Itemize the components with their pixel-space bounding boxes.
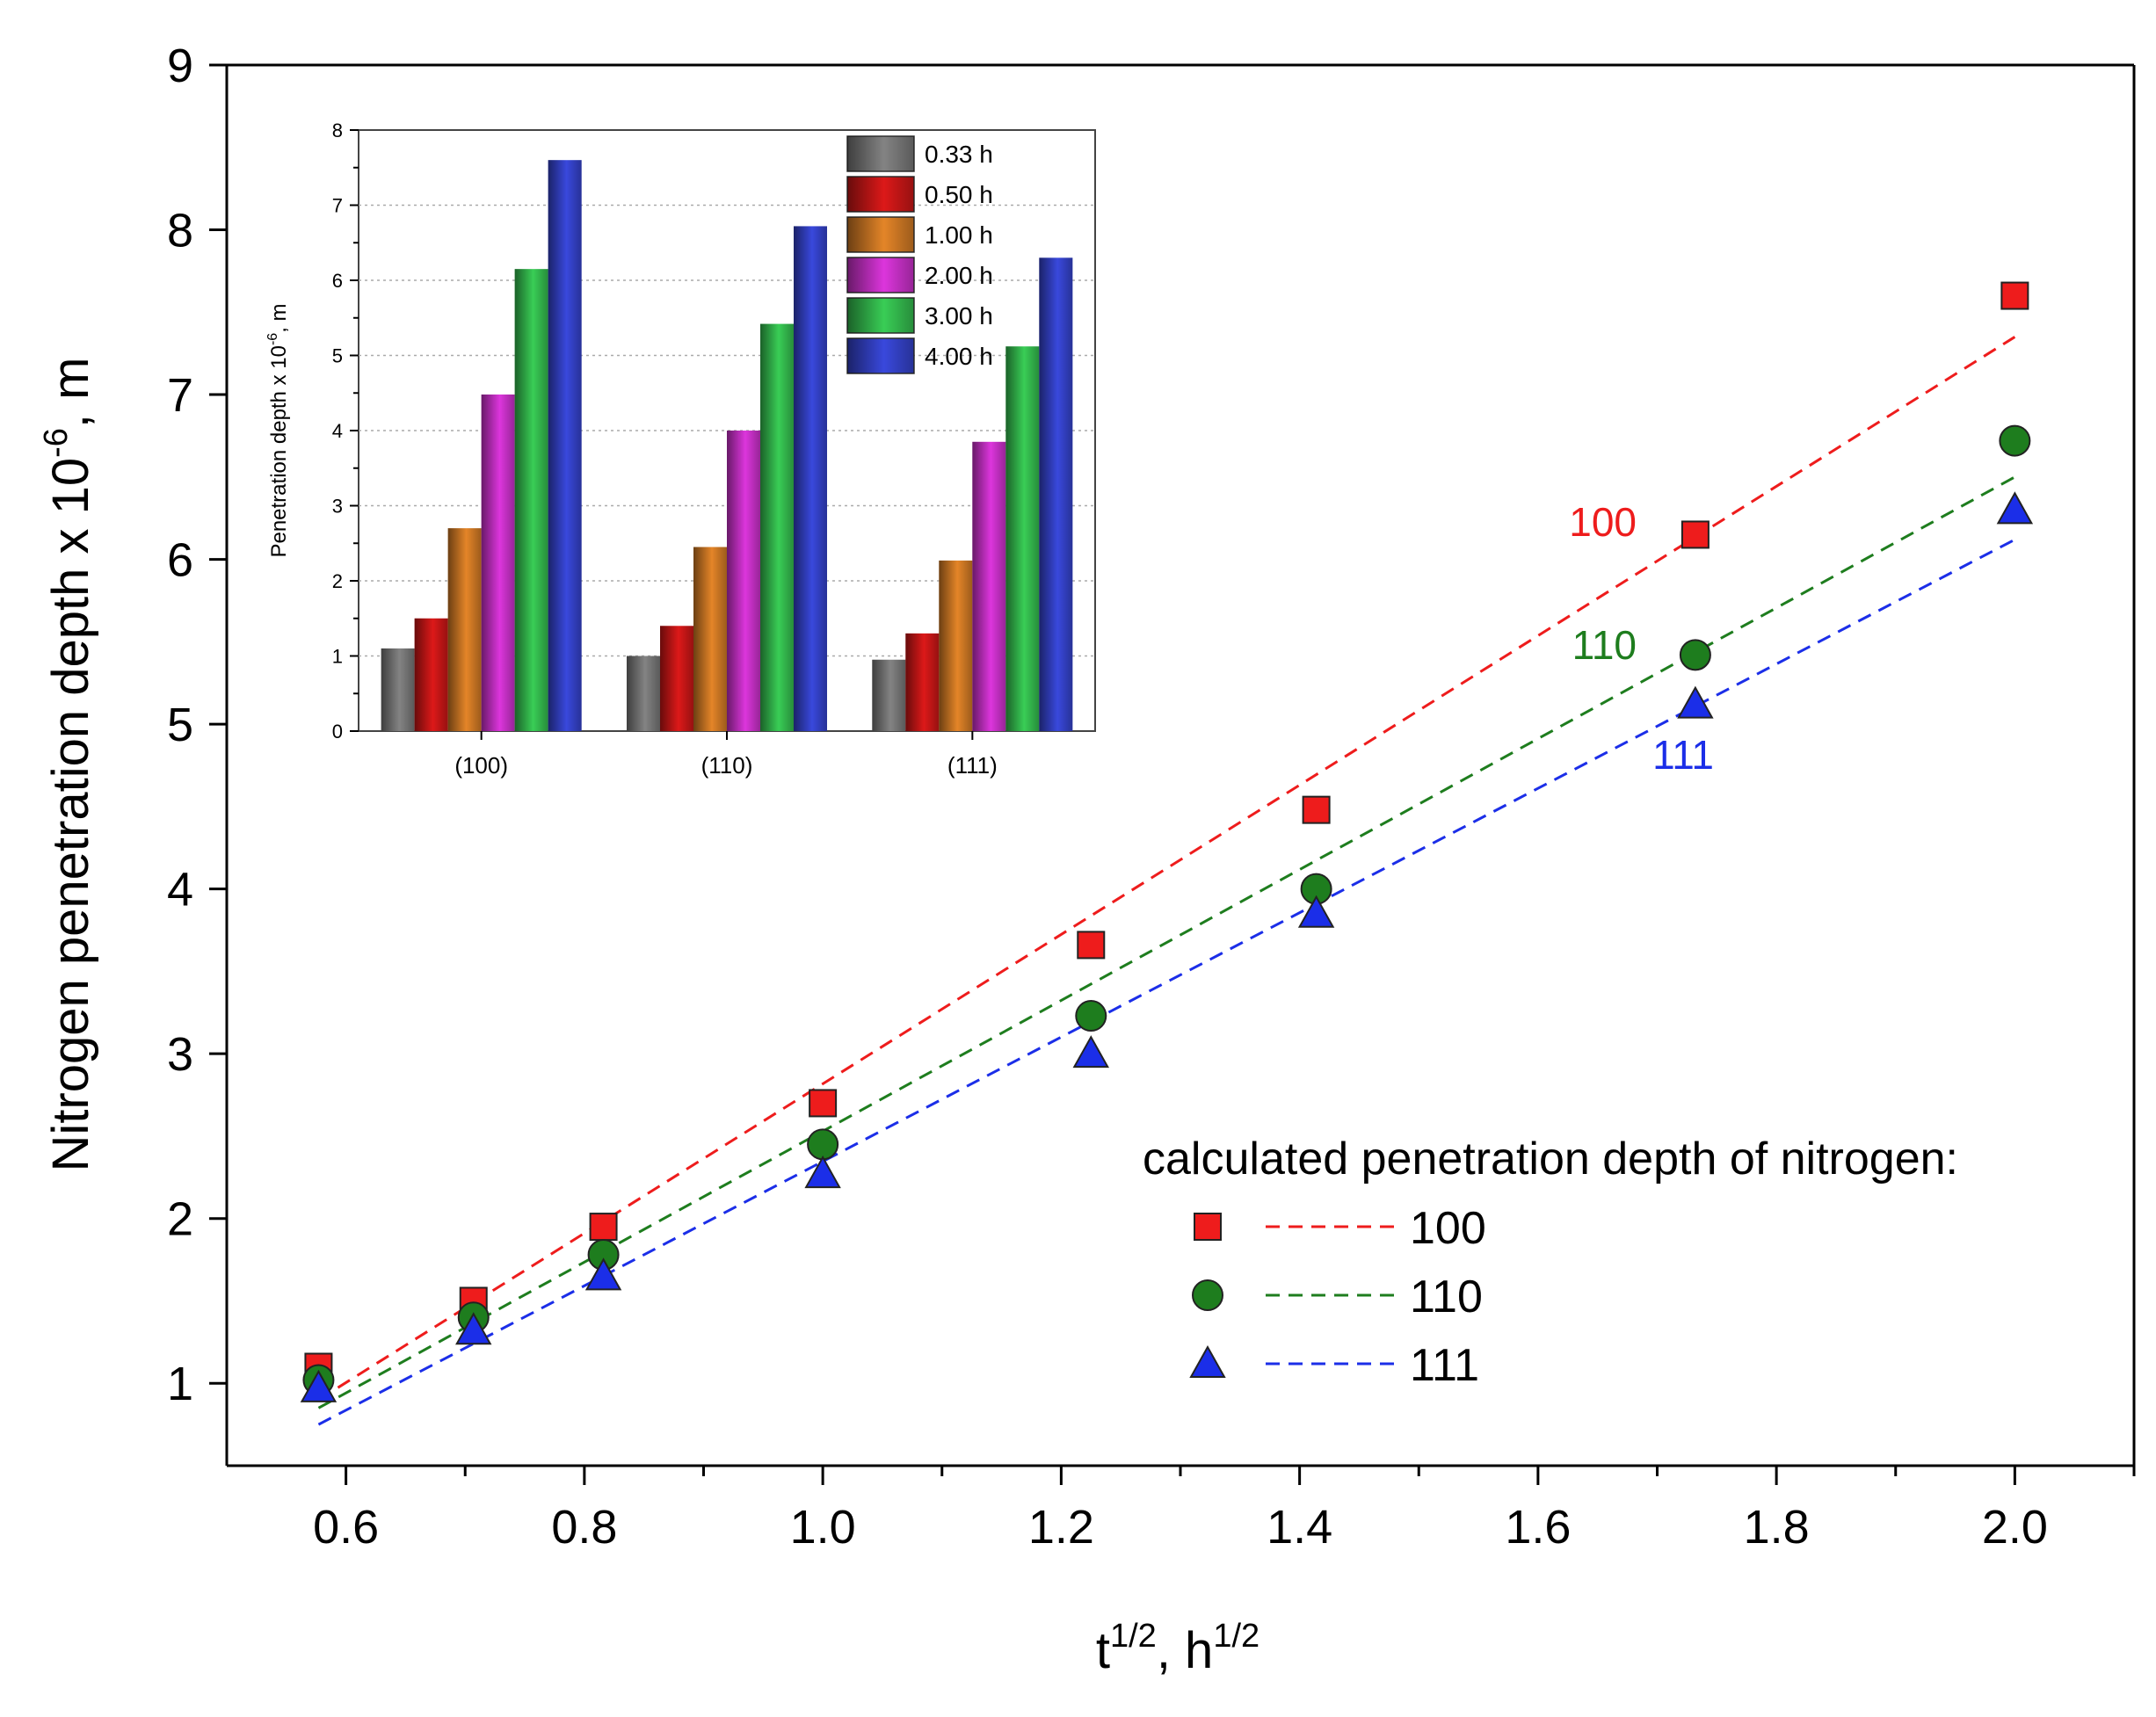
bar-shade [627, 656, 660, 731]
y-tick-label: 6 [167, 534, 193, 587]
bar-shade [872, 659, 906, 731]
inset-axis: 0 1 2 3 4 5 6 7 8 (100) (110) (111) [332, 120, 998, 779]
inset-y-axis-label: Penetration depth x 10-6, m [265, 303, 291, 557]
point-111-7 [1996, 491, 2034, 525]
x-tick-label: 1.8 [1744, 1501, 1810, 1554]
inset-legend: 0.33 h 0.50 h 1.00 h 2.00 h 3.00 h 4.00 h [846, 135, 993, 374]
point-100-4 [1077, 931, 1106, 960]
point-111-2 [584, 1257, 622, 1291]
y-tick-label: 5 [167, 699, 193, 751]
legend-title: calculated penetration depth of nitrogen… [1143, 1134, 1958, 1185]
inset-legend-label: 1.00 h [925, 221, 993, 249]
annotation-111: 111 [1652, 732, 1714, 778]
y-tick-label: 1 [167, 1358, 193, 1410]
legend-label-100: 100 [1410, 1203, 1486, 1254]
x-tick-label: 1.0 [790, 1501, 856, 1554]
bar-shade [905, 633, 940, 731]
legend-marker-100 [1194, 1213, 1222, 1241]
legend-marker-111 [1189, 1344, 1226, 1378]
inset-y-tick-label: 7 [332, 195, 343, 217]
legend-marker-110 [1192, 1279, 1223, 1311]
inset-y-tick-label: 1 [332, 646, 343, 668]
point-110-7 [1999, 424, 2031, 457]
x-tick-label: 0.6 [313, 1501, 379, 1554]
inset-legend-swatch-shade [847, 217, 914, 252]
bar-shade [727, 431, 760, 731]
x-tick-label: 1.2 [1028, 1501, 1094, 1554]
point-100-7 [2000, 281, 2029, 310]
bar-shade [972, 441, 1006, 731]
point-111-4 [1072, 1035, 1109, 1069]
main-x-axis-label: t1/2, h1/2 [1096, 1618, 1259, 1679]
point-100-3 [809, 1089, 838, 1118]
x-tick-label: 1.6 [1505, 1501, 1571, 1554]
bar-shade [693, 547, 727, 731]
bar-shade [481, 394, 515, 731]
inset-legend-swatch-shade [847, 257, 914, 293]
bar-shade [660, 626, 693, 731]
bar-shade [1039, 257, 1073, 732]
inset-legend-swatch-shade [847, 338, 914, 373]
inset-category-label: (110) [701, 752, 753, 779]
x-tick-label: 0.8 [551, 1501, 617, 1554]
inset-legend-label: 0.50 h [925, 181, 993, 208]
bar-shade [414, 618, 448, 731]
y-tick-label: 9 [167, 40, 193, 92]
annotation-100: 100 [1569, 499, 1637, 545]
bar-shade [447, 528, 482, 731]
main-y-axis-label: Nitrogen penetration depth x 10-6, m [38, 358, 99, 1172]
y-tick-label: 4 [167, 864, 193, 916]
bar-shade [1005, 346, 1040, 731]
inset-bar-chart: 0 1 2 3 4 5 6 7 8 (100) (110) (111) Penetration dep… [265, 120, 1096, 779]
y-tick-label: 7 [167, 369, 193, 422]
x-tick-label: 2.0 [1982, 1501, 2048, 1554]
main-ticks: 0.6 0.8 1.0 1.2 1.4 1.6 1.8 2.0 1 2 3 4 5 6 7 8 9 [167, 40, 2136, 1554]
point-111-0 [300, 1369, 338, 1402]
inset-y-tick-label: 2 [332, 570, 343, 592]
point-100-2 [589, 1213, 618, 1242]
point-110-3 [807, 1128, 839, 1161]
main-markers [300, 281, 2034, 1402]
x-tick-label: 1.4 [1267, 1501, 1332, 1554]
inset-y-tick-label: 6 [332, 270, 343, 292]
inset-y-tick-label: 0 [332, 721, 343, 743]
point-111-5 [1297, 895, 1335, 928]
point-110-4 [1075, 1000, 1107, 1032]
inset-legend-label: 3.00 h [925, 302, 993, 330]
bar-shade [381, 648, 415, 731]
inset-legend-swatch-shade [847, 177, 914, 212]
inset-y-tick-label: 8 [332, 120, 343, 141]
point-111-6 [1677, 685, 1714, 719]
y-tick-label: 3 [167, 1028, 193, 1081]
inset-y-tick-label: 5 [332, 345, 343, 367]
bar-shade [760, 323, 794, 731]
legend-label-110: 110 [1410, 1271, 1483, 1322]
inset-category-label: (111) [947, 752, 998, 779]
inset-legend-label: 0.33 h [925, 141, 993, 168]
inset-category-label: (100) [454, 752, 508, 779]
inset-legend-swatch-shade [847, 298, 914, 333]
point-111-3 [804, 1156, 841, 1189]
inset-legend-label: 2.00 h [925, 262, 993, 289]
y-tick-label: 2 [167, 1193, 193, 1246]
point-100-6 [1681, 520, 1710, 549]
point-110-6 [1679, 639, 1711, 671]
point-100-5 [1302, 795, 1331, 824]
inset-y-tick-label: 4 [332, 420, 343, 442]
legend-label-111: 111 [1410, 1340, 1479, 1391]
main-legend: calculated penetration depth of nitrogen… [1143, 1134, 1958, 1391]
inset-y-tick-label: 3 [332, 496, 343, 518]
bar-shade [794, 226, 827, 731]
inset-legend-swatch-shade [847, 136, 914, 171]
bar-shade [548, 160, 582, 731]
inset-legend-label: 4.00 h [925, 343, 993, 370]
inset-bars [381, 160, 1073, 732]
annotation-110: 110 [1572, 622, 1637, 668]
bar-shade [939, 560, 973, 731]
bar-shade [514, 269, 548, 731]
y-tick-label: 8 [167, 205, 193, 257]
point-111-1 [455, 1312, 492, 1345]
